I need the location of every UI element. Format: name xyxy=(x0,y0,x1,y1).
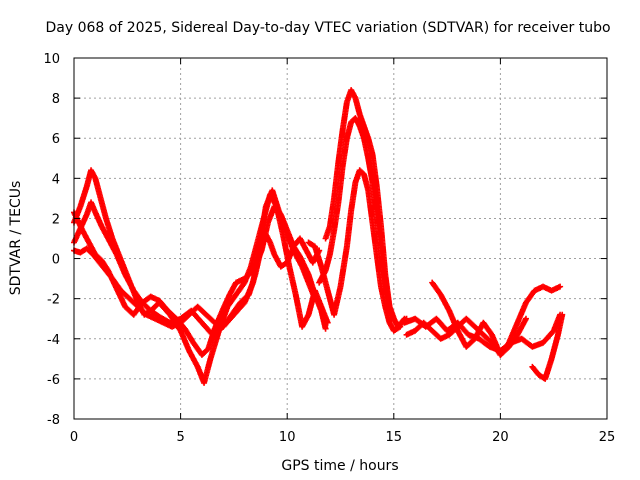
series-track-d xyxy=(71,231,323,330)
y-tick-label: 10 xyxy=(43,52,60,67)
x-tick-label: 10 xyxy=(279,430,296,445)
x-tick-label: 15 xyxy=(386,430,403,445)
grid xyxy=(74,58,607,419)
y-tick-label: 6 xyxy=(52,132,60,147)
data-point xyxy=(522,315,529,322)
x-tick-label: 20 xyxy=(492,430,509,445)
data-point xyxy=(322,325,329,332)
series-track-c xyxy=(71,167,331,386)
series-track-g xyxy=(305,167,404,334)
series-track-j xyxy=(403,315,529,358)
data-point xyxy=(324,319,331,326)
y-tick-label: -4 xyxy=(47,333,60,348)
y-tick-label: -2 xyxy=(47,293,60,308)
x-axis-label: GPS time / hours xyxy=(281,458,398,474)
y-tick-label: 4 xyxy=(52,172,60,187)
x-tick-label: 5 xyxy=(176,430,184,445)
x-tick-label: 25 xyxy=(599,430,616,445)
series-track-k xyxy=(529,311,566,382)
axes: 0 5 10 15 20 25 -8 -6 -4 -2 0 2 4 6 8 10 xyxy=(43,52,615,445)
y-tick-label: 8 xyxy=(52,92,60,107)
x-tick-label: 0 xyxy=(70,430,78,445)
y-tick-label: 2 xyxy=(52,212,60,227)
y-tick-label: -8 xyxy=(47,413,60,428)
data-point xyxy=(397,323,404,330)
y-axis-label: SDTVAR / TECUs xyxy=(8,181,24,296)
y-tick-label: -6 xyxy=(47,373,60,388)
data-point xyxy=(557,283,564,290)
chart-title: Day 068 of 2025, Sidereal Day-to-day VTE… xyxy=(45,20,610,36)
plot-frame xyxy=(73,57,608,420)
y-tick-label: 0 xyxy=(52,253,60,268)
data-layer xyxy=(71,87,566,386)
series-track-i xyxy=(429,279,564,358)
data-point xyxy=(559,311,566,318)
